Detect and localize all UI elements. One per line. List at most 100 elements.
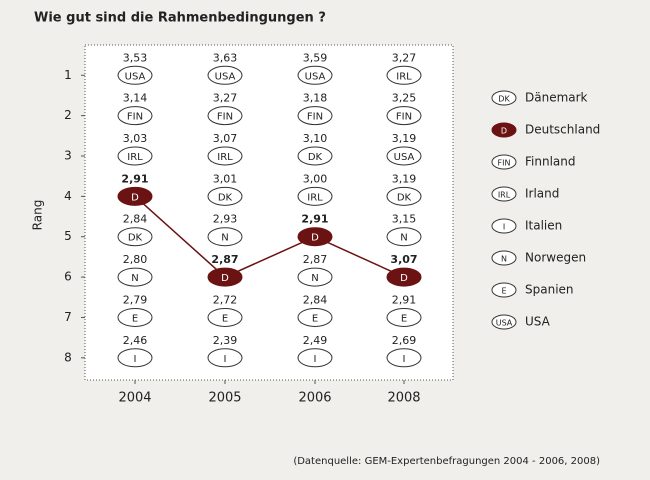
legend-label: Dänemark xyxy=(525,91,588,105)
country-marker xyxy=(386,186,422,206)
country-marker xyxy=(386,348,422,368)
country-code: N xyxy=(221,233,228,244)
value-label: 3,53 xyxy=(123,51,148,64)
country-marker xyxy=(297,227,333,247)
country-marker xyxy=(297,106,333,126)
value-label: 3,07 xyxy=(390,253,417,266)
legend-code: DK xyxy=(498,95,510,104)
value-label: 2,72 xyxy=(213,293,238,306)
value-label: 3,27 xyxy=(213,92,238,105)
legend-code: USA xyxy=(496,319,513,328)
value-label: 2,46 xyxy=(123,334,148,347)
country-code: N xyxy=(400,233,407,244)
country-marker xyxy=(117,65,153,85)
value-label: 3,19 xyxy=(392,172,417,185)
value-label: 3,19 xyxy=(392,132,417,145)
highlight-line xyxy=(134,195,405,278)
country-marker xyxy=(297,267,333,287)
legend-marker xyxy=(491,122,517,138)
value-label: 3,10 xyxy=(303,132,328,145)
country-marker xyxy=(207,106,243,126)
legend-label: Deutschland xyxy=(525,123,600,137)
value-label: 2,80 xyxy=(123,253,148,266)
y-axis-label: Rang xyxy=(31,200,45,231)
country-marker xyxy=(207,186,243,206)
country-code: D xyxy=(400,273,408,284)
x-tick-label: 2005 xyxy=(208,391,241,406)
country-marker xyxy=(386,227,422,247)
value-label: 3,18 xyxy=(303,92,328,105)
y-tick-label: 8 xyxy=(64,350,72,364)
country-code: E xyxy=(401,313,407,324)
legend-marker xyxy=(491,90,517,106)
country-code: DK xyxy=(308,152,323,163)
country-code: E xyxy=(312,313,318,324)
country-code: I xyxy=(403,354,406,365)
legend-code: D xyxy=(501,127,507,136)
value-label: 3,00 xyxy=(303,172,328,185)
value-label: 2,87 xyxy=(303,253,328,266)
x-tick-label: 2008 xyxy=(387,391,420,406)
country-code: FIN xyxy=(396,112,412,123)
y-tick-label: 5 xyxy=(64,229,72,243)
value-label: 3,25 xyxy=(392,92,417,105)
country-code: E xyxy=(132,313,138,324)
legend-code: E xyxy=(501,287,506,296)
value-label: 2,91 xyxy=(392,293,417,306)
country-marker xyxy=(117,307,153,327)
country-code: FIN xyxy=(217,112,233,123)
legend-code: I xyxy=(503,223,505,232)
value-label: 2,87 xyxy=(211,253,238,266)
value-label: 2,91 xyxy=(301,213,328,226)
value-label: 3,07 xyxy=(213,132,238,145)
country-marker xyxy=(207,348,243,368)
country-code: DK xyxy=(128,233,143,244)
value-label: 2,91 xyxy=(121,172,148,185)
legend-label: Irland xyxy=(525,187,559,201)
x-tick-label: 2006 xyxy=(298,391,331,406)
y-tick-label: 7 xyxy=(64,310,72,324)
legend-marker xyxy=(491,314,517,330)
country-code: FIN xyxy=(127,112,143,123)
country-code: I xyxy=(224,354,227,365)
y-tick-label: 4 xyxy=(64,189,72,203)
legend-marker xyxy=(491,218,517,234)
country-code: USA xyxy=(394,152,415,163)
legend-code: IRL xyxy=(498,191,511,200)
country-code: D xyxy=(221,273,229,284)
country-code: D xyxy=(131,192,139,203)
country-marker xyxy=(117,186,153,206)
value-label: 2,93 xyxy=(213,213,238,226)
country-marker xyxy=(297,186,333,206)
value-label: 2,84 xyxy=(303,293,328,306)
country-marker xyxy=(207,307,243,327)
country-code: I xyxy=(314,354,317,365)
source-note: (Datenquelle: GEM-Expertenbefragungen 20… xyxy=(293,456,600,467)
country-marker xyxy=(386,65,422,85)
country-marker xyxy=(297,146,333,166)
country-code: I xyxy=(134,354,137,365)
value-label: 2,79 xyxy=(123,293,148,306)
value-label: 2,49 xyxy=(303,334,328,347)
value-label: 3,15 xyxy=(392,213,417,226)
legend-marker xyxy=(491,186,517,202)
country-marker xyxy=(297,307,333,327)
country-marker xyxy=(297,348,333,368)
country-marker xyxy=(386,307,422,327)
legend-label: Spanien xyxy=(525,283,574,297)
country-code: USA xyxy=(305,71,326,82)
legend-label: Italien xyxy=(525,219,562,233)
country-marker xyxy=(297,65,333,85)
legend-label: Norwegen xyxy=(525,251,586,265)
legend-label: USA xyxy=(525,315,551,329)
country-marker xyxy=(207,65,243,85)
country-code: USA xyxy=(215,71,236,82)
value-label: 2,39 xyxy=(213,334,238,347)
value-label: 3,01 xyxy=(213,172,238,185)
value-label: 2,69 xyxy=(392,334,417,347)
y-tick-label: 1 xyxy=(64,68,72,82)
legend-code: FIN xyxy=(498,159,511,168)
value-label: 3,03 xyxy=(123,132,148,145)
country-marker xyxy=(207,146,243,166)
